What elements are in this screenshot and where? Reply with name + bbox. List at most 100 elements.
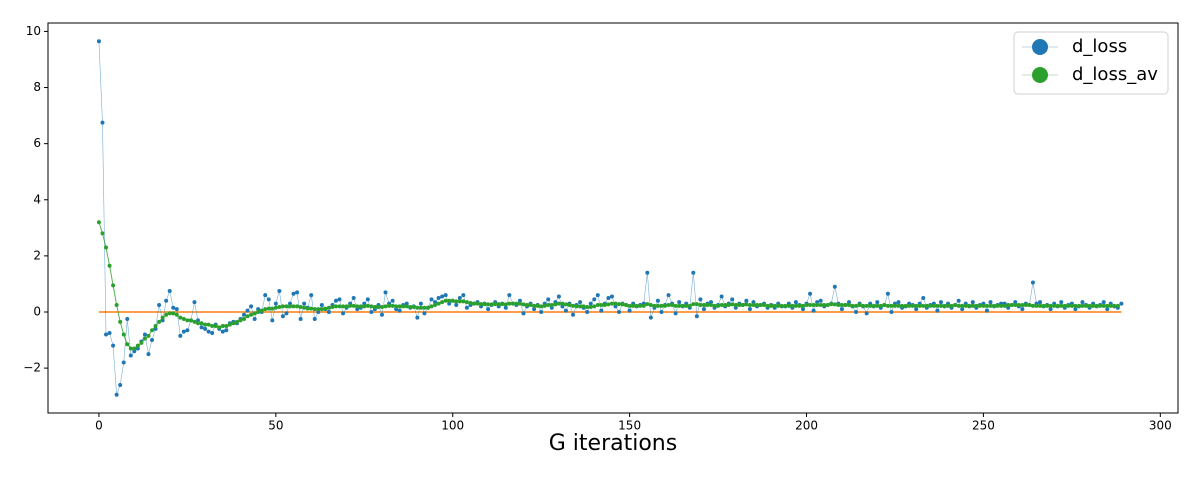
point [397,308,402,313]
point [708,302,713,307]
point [1013,300,1018,305]
point [574,304,579,309]
point [96,220,101,225]
point [960,307,965,312]
point [560,301,565,306]
point [970,303,975,308]
point [960,303,965,308]
point [861,303,866,308]
point [641,303,646,308]
point [694,302,699,307]
point [436,301,441,306]
point [355,304,360,309]
point [1030,280,1035,285]
point [114,302,119,307]
point [818,302,823,307]
point [142,336,147,341]
point [793,300,798,305]
point [287,301,292,306]
point [758,302,763,307]
point [500,302,505,307]
point [142,332,147,337]
y-tick-label: 4 [33,192,41,206]
point [238,318,243,323]
point [829,302,834,307]
point [372,304,377,309]
point [521,302,526,307]
point [256,307,261,312]
point [111,343,116,348]
point [793,303,798,308]
point [931,303,936,308]
point [613,304,618,309]
point [192,319,197,324]
point [617,309,622,314]
point [358,304,363,309]
point [712,303,717,308]
point [1101,300,1106,305]
point [355,307,360,312]
legend-marker [1032,67,1048,83]
point [118,382,123,387]
point [96,39,101,44]
point [719,294,724,299]
point [694,314,699,319]
x-tick-label: 150 [618,419,641,433]
point [666,302,671,307]
point [896,303,901,308]
point [995,303,1000,308]
point [234,319,239,324]
point [815,300,820,305]
point [383,290,388,295]
point [196,321,201,326]
point [213,324,218,329]
point [571,303,576,308]
point [631,303,636,308]
point [517,301,522,306]
point [949,303,954,308]
point [333,298,338,303]
point [220,324,225,329]
point [411,304,416,309]
point [751,300,756,305]
point [815,302,820,307]
point [295,304,300,309]
point [765,303,770,308]
point [613,301,618,306]
point [606,295,611,300]
point [150,338,155,343]
point [716,303,721,308]
point [733,302,738,307]
point [266,297,271,302]
point [532,303,537,308]
point [935,303,940,308]
point [776,303,781,308]
point [486,307,491,312]
point [673,311,678,316]
point [677,300,682,305]
point [627,308,632,313]
point [1016,302,1021,307]
point [107,263,112,268]
point [284,304,289,309]
point [903,303,908,308]
point [592,304,597,309]
point [454,299,459,304]
point [984,308,989,313]
point [312,307,317,312]
point [1009,302,1014,307]
point [1108,303,1113,308]
point [691,270,696,275]
point [263,293,268,298]
point [666,293,671,298]
point [719,302,724,307]
point [1045,303,1050,308]
point [698,302,703,307]
point [270,318,275,323]
point [521,311,526,316]
point [889,303,894,308]
point [185,328,190,333]
point [938,300,943,305]
point [963,303,968,308]
